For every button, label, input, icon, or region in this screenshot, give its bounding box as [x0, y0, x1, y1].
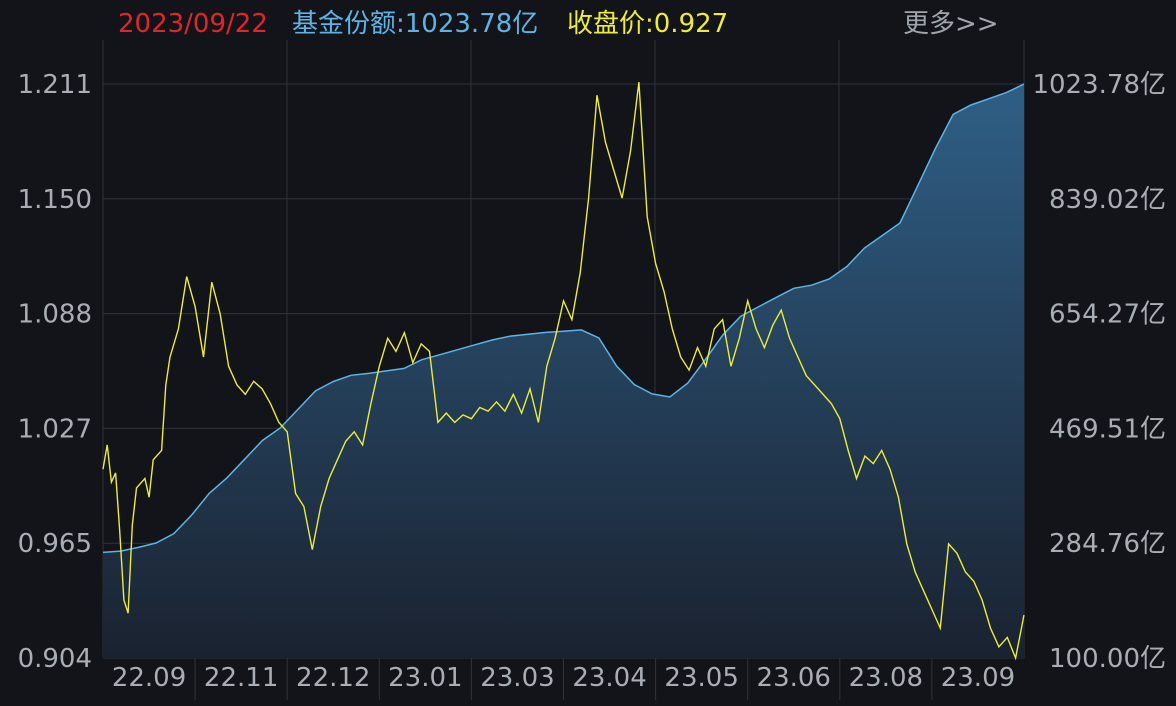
left-axis-label: 0.904 — [18, 644, 92, 674]
right-axis-label: 654.27亿 — [1049, 300, 1166, 330]
right-axis-label: 1023.78亿 — [1032, 70, 1166, 100]
more-link[interactable]: 更多>> — [903, 9, 999, 39]
right-axis-label: 284.76亿 — [1049, 529, 1166, 559]
x-axis-label: 23.09 — [941, 663, 1015, 693]
x-axis-label: 22.09 — [112, 663, 186, 693]
left-axis-label: 1.088 — [18, 300, 92, 330]
left-axis-label: 1.027 — [18, 414, 92, 444]
x-axis-label: 23.04 — [572, 663, 646, 693]
close-price-line — [102, 82, 1025, 661]
x-axis-label: 23.01 — [388, 663, 462, 693]
left-axis-label: 0.965 — [18, 529, 92, 559]
header-close-price: 收盘价:0.927 — [567, 9, 729, 39]
header-date: 2023/09/22 — [118, 9, 268, 39]
x-axis-label: 23.08 — [849, 663, 923, 693]
x-axis-label: 22.12 — [296, 663, 370, 693]
left-axis-label: 1.150 — [18, 185, 92, 215]
header-fund-share: 基金份额:1023.78亿 — [292, 9, 539, 39]
chart-header: 2023/09/22 基金份额:1023.78亿 收盘价:0.927 更多>> — [0, 0, 1176, 48]
left-axis-label: 1.211 — [18, 70, 92, 100]
right-axis-label: 839.02亿 — [1049, 185, 1166, 215]
left-axis: 1.211 1.150 1.088 1.027 0.965 0.904 — [18, 70, 92, 674]
x-axis-label: 23.05 — [664, 663, 738, 693]
x-axis-label: 23.03 — [480, 663, 554, 693]
fund-share-area — [103, 84, 1024, 658]
right-axis-label: 100.00亿 — [1049, 644, 1166, 674]
x-axis-label: 22.11 — [204, 663, 278, 693]
x-axis-label: 23.06 — [757, 663, 831, 693]
fund-share-line — [102, 83, 1025, 554]
right-axis: 1023.78亿 839.02亿 654.27亿 469.51亿 284.76亿 100.… — [1032, 70, 1166, 674]
x-axis: 22.09 22.11 22.12 23.01 23.03 23.04 23.05 23.06… — [112, 663, 1015, 693]
right-axis-label: 469.51亿 — [1049, 414, 1166, 444]
